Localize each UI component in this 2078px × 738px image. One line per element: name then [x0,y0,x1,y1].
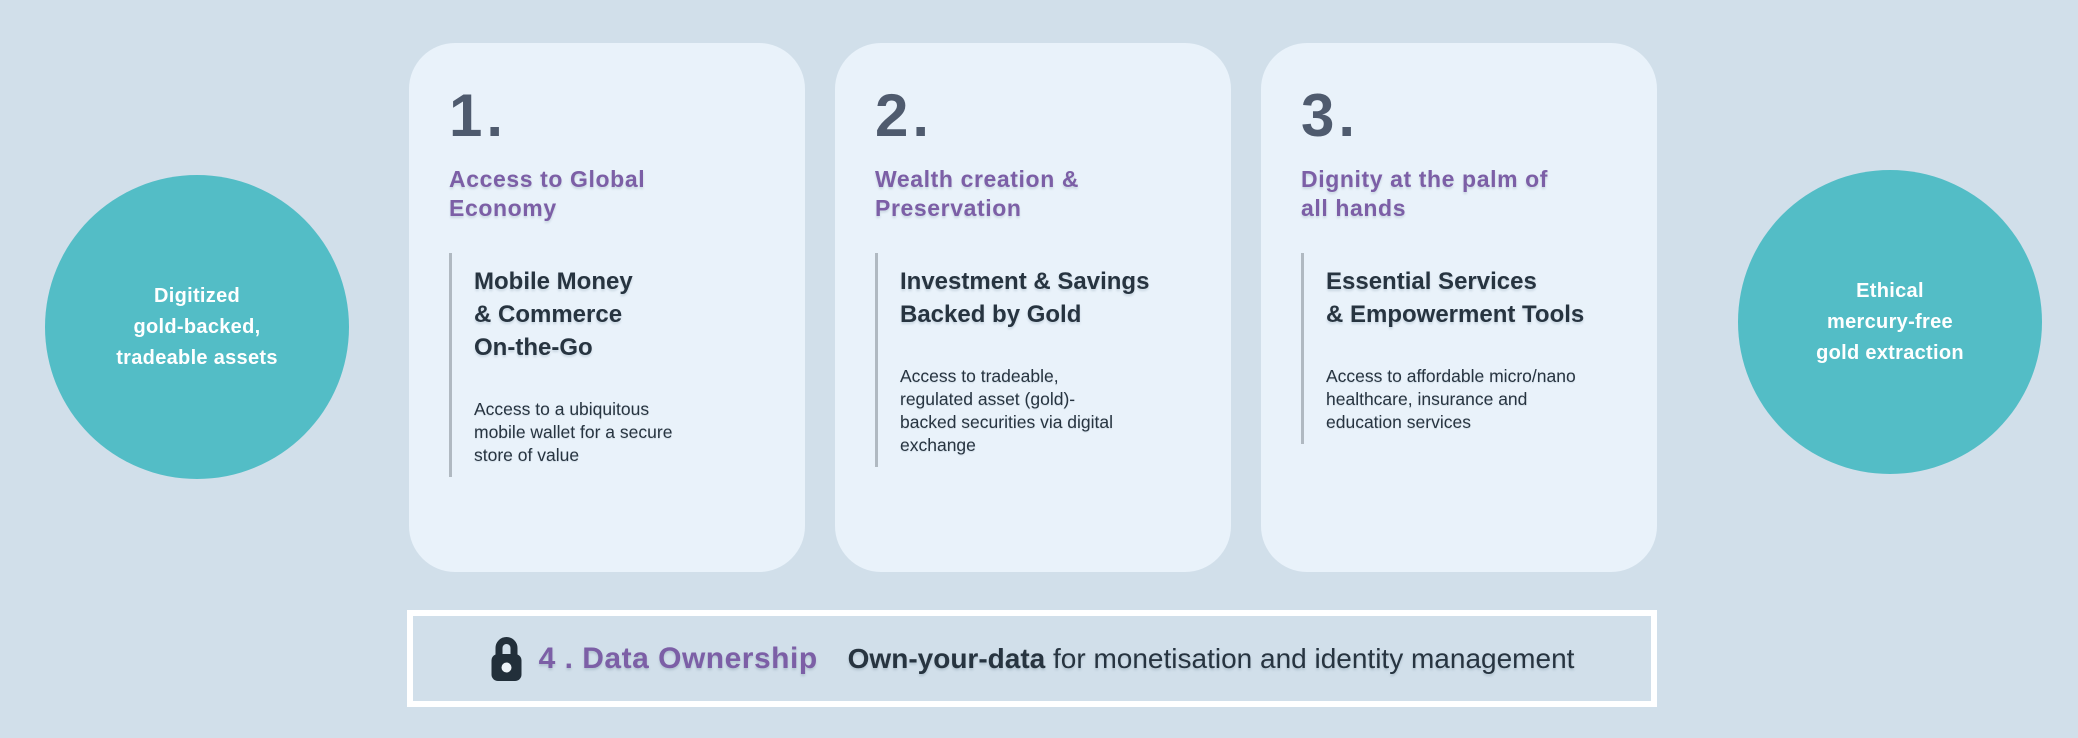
card-3-subtitle: Essential Services & Empowerment Tools [1326,268,1585,328]
right-circle-label: Ethical mercury-free gold extraction [1816,279,1964,364]
lock-icon [490,635,523,683]
card-2-title: Wealth creation & Preservation [875,166,1080,221]
card-1-title: Access to Global Economy [449,166,646,221]
bar-heading: 4 . Data Ownership [538,641,818,675]
card-3-number: 3. [1301,82,1360,149]
bar-emphasis: Own-your-data [847,642,1046,674]
card-3-title: Dignity at the palm of all hands [1301,166,1549,221]
bar-description-group: Own-your-data for monetisation and ident… [848,643,1575,675]
bar-description: for monetisation and identity management [1053,642,1575,674]
data-ownership-bar: 4 . Data Ownership Own-your-data for mon… [407,610,1657,707]
card-2-subtitle: Investment & Savings Backed by Gold [900,268,1150,328]
card-1-subtitle: Mobile Money & Commerce On-the-Go [474,268,633,361]
card-2-divider-section: Investment & Savings Backed by Gold Acce… [875,253,1205,467]
benefit-card-1: 1. Access to Global Economy Mobile Money… [409,43,805,572]
benefit-card-2: 2. Wealth creation & Preservation Invest… [835,43,1231,572]
card-1-divider-section: Mobile Money & Commerce On-the-Go Access… [449,253,779,477]
card-2-number: 2. [875,82,934,149]
card-3-body: Access to affordable micro/nano healthca… [1326,366,1576,432]
card-3-divider-section: Essential Services & Empowerment Tools A… [1301,253,1631,444]
left-circle-label: Digitized gold-backed, tradeable assets [116,284,278,369]
card-1-body: Access to a ubiquitous mobile wallet for… [474,399,673,465]
benefit-card-3: 3. Dignity at the palm of all hands Esse… [1261,43,1657,572]
left-circle: Digitized gold-backed, tradeable assets [45,175,349,479]
right-circle: Ethical mercury-free gold extraction [1738,170,2042,474]
card-1-number: 1. [449,82,508,149]
card-2-body: Access to tradeable, regulated asset (go… [900,366,1114,455]
cards-row: 1. Access to Global Economy Mobile Money… [409,43,1657,572]
